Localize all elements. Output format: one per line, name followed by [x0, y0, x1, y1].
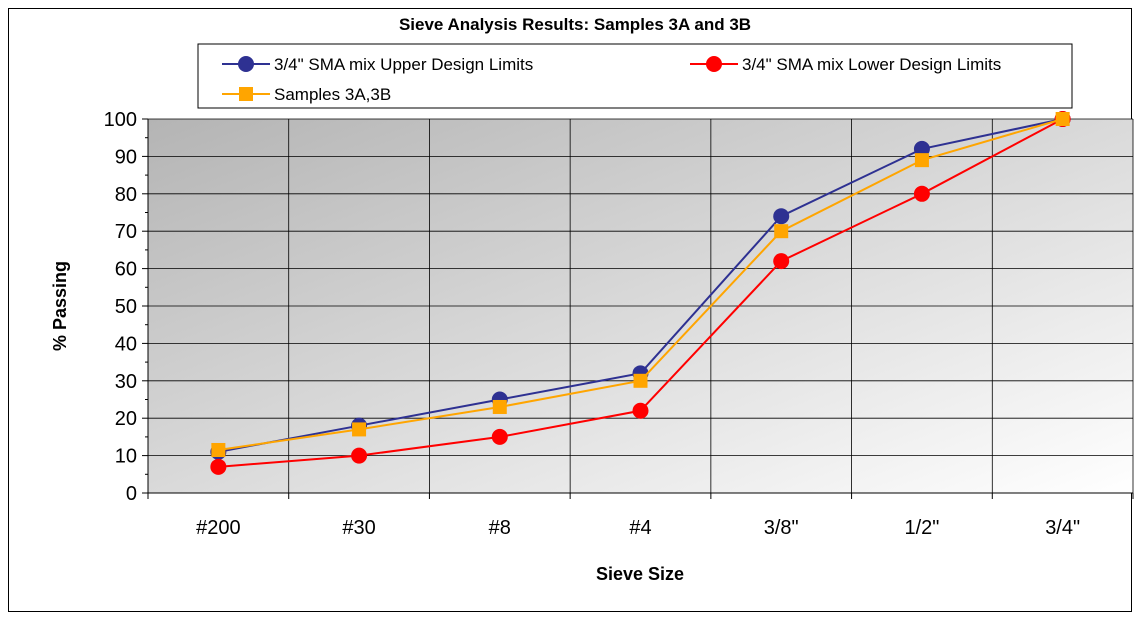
- y-tick-label: 100: [104, 109, 137, 131]
- data-point: [351, 447, 368, 464]
- x-tick-label: 1/2": [904, 517, 939, 539]
- y-tick-label: 50: [115, 296, 137, 318]
- legend: 3/4" SMA mix Upper Design Limits 3/4" SMA…: [197, 43, 1073, 109]
- data-point: [913, 185, 930, 202]
- data-point: [913, 140, 930, 157]
- y-tick-label: 70: [115, 221, 137, 243]
- legend-marker: [706, 56, 722, 72]
- series-layer: [210, 111, 1071, 475]
- y-tick-label: 20: [115, 408, 137, 430]
- legend-label: 3/4" SMA mix Lower Design Limits: [742, 55, 1001, 74]
- data-point: [633, 373, 648, 388]
- data-point: [1055, 112, 1070, 126]
- data-point: [210, 458, 227, 475]
- y-tick-label: 30: [115, 371, 137, 393]
- y-axis-label: % Passing: [50, 261, 70, 351]
- x-tick-label: #200: [196, 517, 241, 539]
- legend-item: 3/4" SMA mix Upper Design Limits: [222, 55, 533, 74]
- legend-box: [197, 43, 1073, 109]
- legend-label: 3/4" SMA mix Upper Design Limits: [274, 55, 533, 74]
- data-point: [632, 402, 649, 419]
- data-point: [491, 428, 508, 445]
- x-tick-label: 3/4": [1045, 517, 1080, 539]
- data-point: [774, 224, 789, 239]
- x-tick-label: #30: [342, 517, 375, 539]
- x-tick-label: 3/8": [764, 517, 799, 539]
- y-tick-label: 40: [115, 333, 137, 355]
- legend-marker: [239, 87, 253, 101]
- legend-item: 3/4" SMA mix Lower Design Limits: [690, 55, 1001, 74]
- x-tick-label: #4: [629, 517, 651, 539]
- data-point: [773, 208, 790, 225]
- y-tick-label: 80: [115, 184, 137, 206]
- legend-item: Samples 3A,3B: [222, 85, 391, 104]
- series-3: [211, 112, 1070, 457]
- axes: 0 10 20 30 40 50 60 70 80 90 100 #200 #30 #8 #4 3/8" 1/2…: [104, 109, 1134, 539]
- y-tick-label: 0: [126, 483, 137, 505]
- legend-label: Samples 3A,3B: [274, 85, 391, 104]
- x-axis-label: Sieve Size: [596, 564, 684, 584]
- legend-marker: [238, 56, 254, 72]
- chart-title: Sieve Analysis Results: Samples 3A and 3…: [399, 15, 751, 34]
- data-point: [211, 442, 226, 457]
- y-tick-label: 90: [115, 146, 137, 168]
- y-tick-label: 10: [115, 446, 137, 468]
- y-tick-label: 60: [115, 259, 137, 281]
- series-2: [210, 111, 1071, 475]
- data-point: [352, 422, 367, 437]
- x-tick-label: #8: [489, 517, 511, 539]
- data-point: [773, 253, 790, 270]
- data-point: [914, 153, 929, 168]
- data-point: [492, 399, 507, 414]
